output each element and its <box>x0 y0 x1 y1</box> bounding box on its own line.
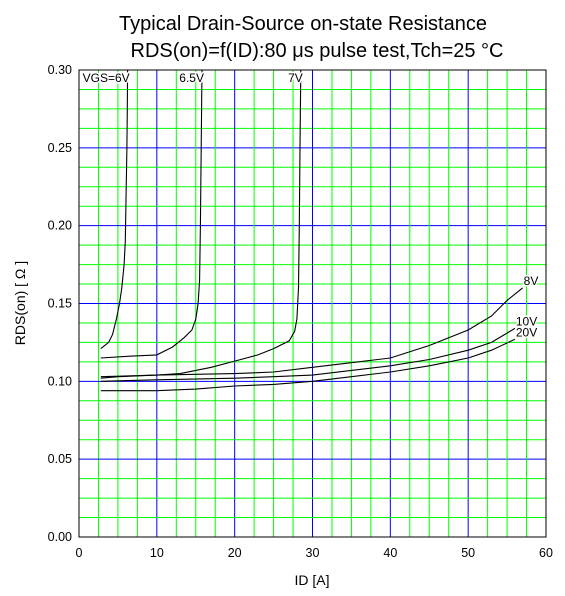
series-label-7v: 7V <box>288 71 303 85</box>
series-line-vgs-6v <box>100 69 129 350</box>
x-tick-label: 20 <box>228 546 242 560</box>
series-label-halo: 20V <box>516 325 537 339</box>
series-label-8v: 8V <box>524 274 539 288</box>
y-tick-label: 0.05 <box>48 452 72 466</box>
plot-grid <box>78 69 547 538</box>
y-tick-label: 0.20 <box>48 219 72 233</box>
axis-ticks: 0 10 20 30 40 50 60 0.00 0.05 0.10 0.15 0.20 0.25 0.3… <box>48 63 553 560</box>
series-label-halo: 10V <box>516 314 537 328</box>
y-axis-label: RDS(on) [ Ω ] <box>12 261 28 345</box>
x-tick-label: 30 <box>306 546 320 560</box>
plot-frame <box>78 69 547 538</box>
y-tick-label: 0.10 <box>48 374 72 388</box>
series-label-10v: 10V <box>516 314 537 328</box>
x-tick-label: 0 <box>76 546 83 560</box>
series-label-halo: 7V <box>288 71 303 85</box>
y-tick-label: 0.25 <box>48 141 72 155</box>
y-tick-label: 0.30 <box>48 63 72 77</box>
x-tick-label: 10 <box>150 546 164 560</box>
x-tick-label: 60 <box>539 546 553 560</box>
x-axis-label: ID [A] <box>294 572 329 588</box>
x-tick-label: 50 <box>461 546 475 560</box>
series-label-vgs-6v: VGS=6V <box>83 71 130 85</box>
chart-title: Typical Drain-Source on-state Resistance <box>119 13 487 35</box>
series-label-halo: 6.5V <box>179 71 204 85</box>
series-line-10v <box>100 327 516 382</box>
series-label-6-5v: 6.5V <box>179 71 204 85</box>
y-tick-label: 0.15 <box>48 297 72 311</box>
series-line-20v <box>100 338 516 392</box>
series-label-20v: 20V <box>516 325 537 339</box>
series-line-6-5v <box>100 69 203 359</box>
x-tick-label: 40 <box>383 546 397 560</box>
series-label-halo: VGS=6V <box>83 71 130 85</box>
y-tick-label: 0.00 <box>48 530 72 544</box>
series-label-halo: 8V <box>524 274 539 288</box>
series-line-8v <box>100 287 523 378</box>
chart-subtitle: RDS(on)=f(ID):80 μs pulse test,Tch=25 °C <box>131 40 504 62</box>
